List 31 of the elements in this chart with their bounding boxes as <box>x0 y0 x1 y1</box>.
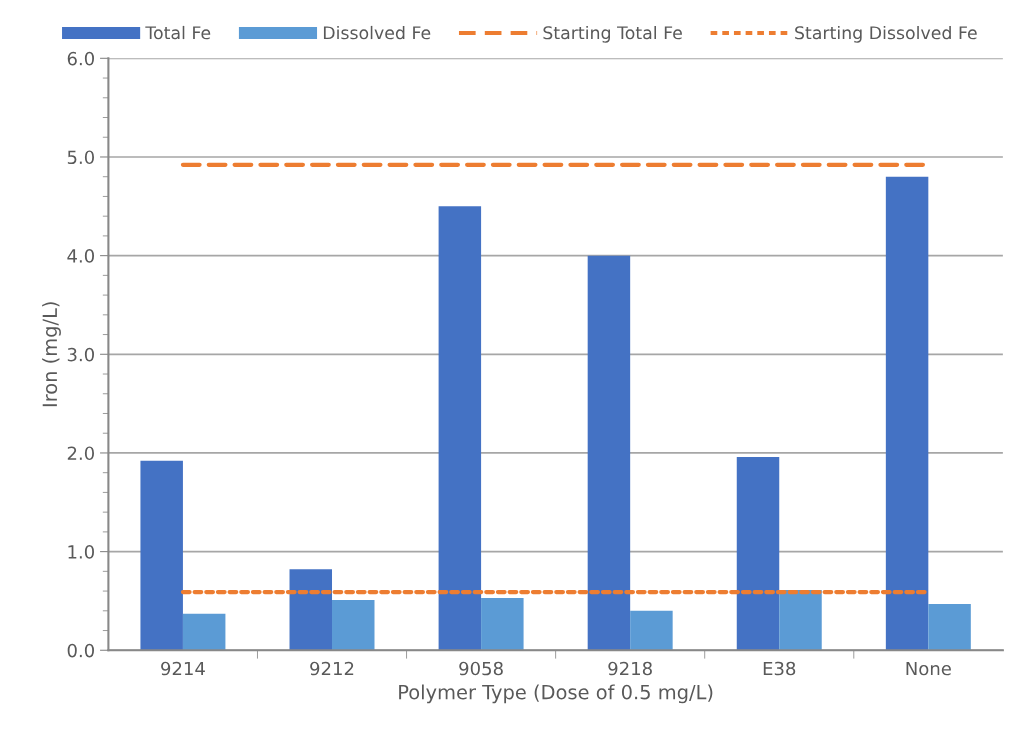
bar <box>928 603 971 651</box>
legend-label: Total Fe <box>145 25 211 40</box>
x-axis-title: Polymer Type (Dose of 0.5 mg/L) <box>399 684 713 704</box>
x-tick-label: E38 <box>763 661 796 676</box>
y-tick-label: 4.0 <box>67 249 94 263</box>
y-tick-label: 5.0 <box>67 150 94 165</box>
legend-label: Starting Dissolved Fe <box>795 25 977 43</box>
y-tick-label: 0.0 <box>67 643 94 658</box>
bar <box>587 255 631 651</box>
y-tick-label: 1.0 <box>68 545 94 559</box>
legend-label: Dissolved Fe <box>323 25 431 40</box>
y-tick-label: 6.0 <box>67 51 94 66</box>
x-tick-label: 9214 <box>161 661 205 676</box>
bar <box>332 599 375 651</box>
bar <box>289 569 333 651</box>
x-tick-label: 9058 <box>459 661 503 676</box>
y-tick-label: 3.0 <box>67 347 94 362</box>
y-tick-label: 2.0 <box>67 446 94 461</box>
x-tick-label: 9212 <box>310 661 354 676</box>
bar <box>885 176 929 651</box>
y-axis-title: Iron (mg/L) <box>42 302 61 407</box>
bar <box>779 590 822 651</box>
bar <box>438 206 482 651</box>
bar <box>736 456 780 651</box>
x-tick-label: 9218 <box>608 661 652 676</box>
bar <box>182 613 226 651</box>
x-tick-label: None <box>906 661 951 676</box>
legend-label: Starting Total Fe <box>543 25 682 43</box>
bar <box>140 460 183 651</box>
bar <box>481 597 524 651</box>
bar <box>630 610 673 651</box>
